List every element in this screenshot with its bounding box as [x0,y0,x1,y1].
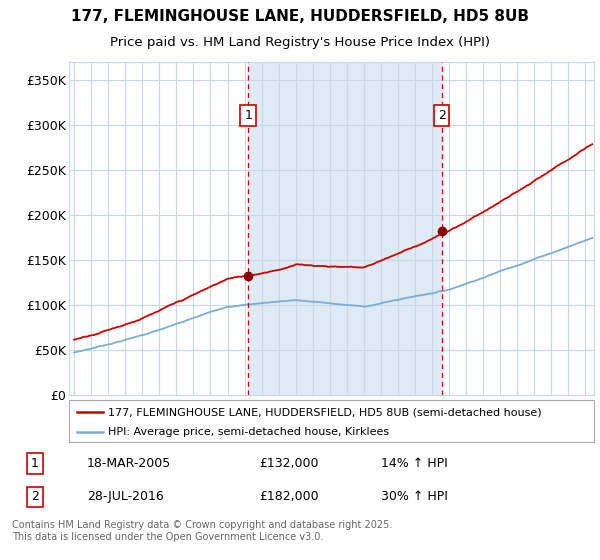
Text: HPI: Average price, semi-detached house, Kirklees: HPI: Average price, semi-detached house,… [109,427,389,437]
Text: 2: 2 [31,491,39,503]
Text: 14% ↑ HPI: 14% ↑ HPI [380,457,448,470]
Text: £132,000: £132,000 [260,457,319,470]
Bar [248,62,442,395]
Text: 1: 1 [244,109,252,122]
FancyBboxPatch shape [69,400,594,442]
Text: 18-MAR-2005: 18-MAR-2005 [87,457,171,470]
Text: 28-JUL-2016: 28-JUL-2016 [87,491,164,503]
Text: 30% ↑ HPI: 30% ↑ HPI [380,491,448,503]
Text: 177, FLEMINGHOUSE LANE, HUDDERSFIELD, HD5 8UB: 177, FLEMINGHOUSE LANE, HUDDERSFIELD, HD… [71,9,529,24]
Text: 1: 1 [31,457,39,470]
Text: 177, FLEMINGHOUSE LANE, HUDDERSFIELD, HD5 8UB (semi-detached house): 177, FLEMINGHOUSE LANE, HUDDERSFIELD, HD… [109,407,542,417]
Text: 2: 2 [438,109,446,122]
Text: Contains HM Land Registry data © Crown copyright and database right 2025.
This d: Contains HM Land Registry data © Crown c… [12,520,392,542]
Text: £182,000: £182,000 [260,491,319,503]
Text: Price paid vs. HM Land Registry's House Price Index (HPI): Price paid vs. HM Land Registry's House … [110,36,490,49]
